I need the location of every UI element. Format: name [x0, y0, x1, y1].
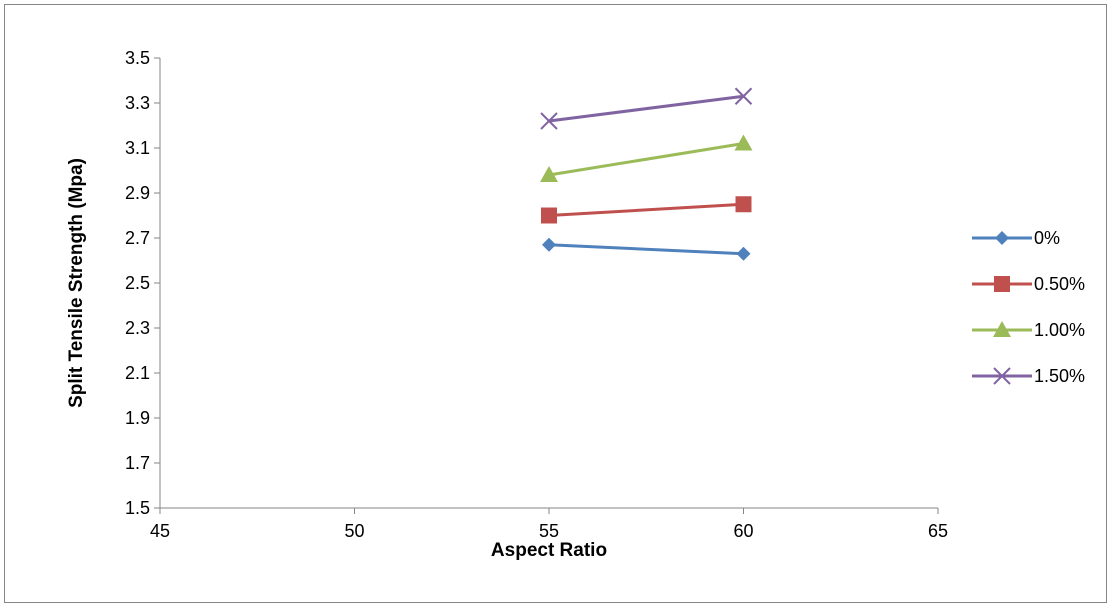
y-tick-label: 2.1	[125, 363, 150, 383]
series-layer	[540, 87, 753, 261]
x-marker-stroke	[540, 112, 558, 130]
series-line	[548, 94, 744, 123]
legend: 0% 0.50% 1.00% 1.50%	[972, 228, 1085, 386]
data-point	[542, 237, 556, 252]
y-axis-title: Split Tensile Strength (Mpa)	[66, 158, 87, 408]
y-tick-label: 2.5	[125, 273, 150, 293]
x-axis-title: Aspect Ratio	[491, 540, 607, 561]
y-tick-label: 2.9	[125, 183, 150, 203]
data-point	[540, 166, 558, 182]
x-tick-label: 55	[539, 521, 559, 541]
series-1	[542, 237, 751, 261]
y-tick-label: 1.9	[125, 408, 150, 428]
legend-label: 0.50%	[1034, 274, 1085, 294]
legend-entry: 1.50%	[972, 366, 1085, 386]
x-tick-label: 45	[150, 521, 170, 541]
legend-entry: 0.50%	[972, 274, 1085, 294]
data-point	[735, 196, 752, 213]
chart-frame	[4, 4, 1107, 603]
data-point	[541, 207, 557, 224]
x-tick-label: 50	[344, 521, 364, 541]
series-3	[540, 134, 753, 182]
legend-marker	[995, 231, 1009, 245]
x-marker-stroke	[734, 87, 753, 105]
x-tick-label: 65	[928, 521, 948, 541]
y-tick-label: 1.5	[125, 498, 150, 518]
legend-marker	[994, 276, 1010, 292]
x-marker-stroke	[993, 367, 1011, 385]
series-line	[548, 142, 744, 177]
legend-label: 1.00%	[1034, 320, 1085, 340]
y-tick-label: 3.1	[125, 138, 150, 158]
legend-marker	[993, 321, 1011, 337]
x-tick-label: 60	[733, 521, 753, 541]
legend-label: 1.50%	[1034, 366, 1085, 386]
y-tick-label: 2.3	[125, 318, 150, 338]
series-2	[541, 196, 752, 224]
y-tick-label: 3.3	[125, 93, 150, 113]
data-point	[734, 134, 753, 151]
legend-entry: 0%	[972, 228, 1060, 248]
series-line	[548, 202, 744, 217]
legend-label: 0%	[1034, 228, 1060, 248]
series-4	[540, 87, 753, 130]
y-tick-label: 3.5	[125, 48, 150, 68]
y-tick-label: 2.7	[125, 228, 150, 248]
data-point	[540, 112, 558, 130]
data-point	[736, 246, 751, 261]
series-line	[548, 243, 744, 256]
axes: 1.5 1.7 1.9 2.1 2.3 2.5 2.7 2.9 3.1 3.3 3.5 45 50 55 6…	[125, 48, 948, 541]
legend-marker	[993, 367, 1011, 385]
y-tick-label: 1.7	[125, 453, 150, 473]
legend-entry: 1.00%	[972, 320, 1085, 340]
data-point	[734, 87, 753, 105]
